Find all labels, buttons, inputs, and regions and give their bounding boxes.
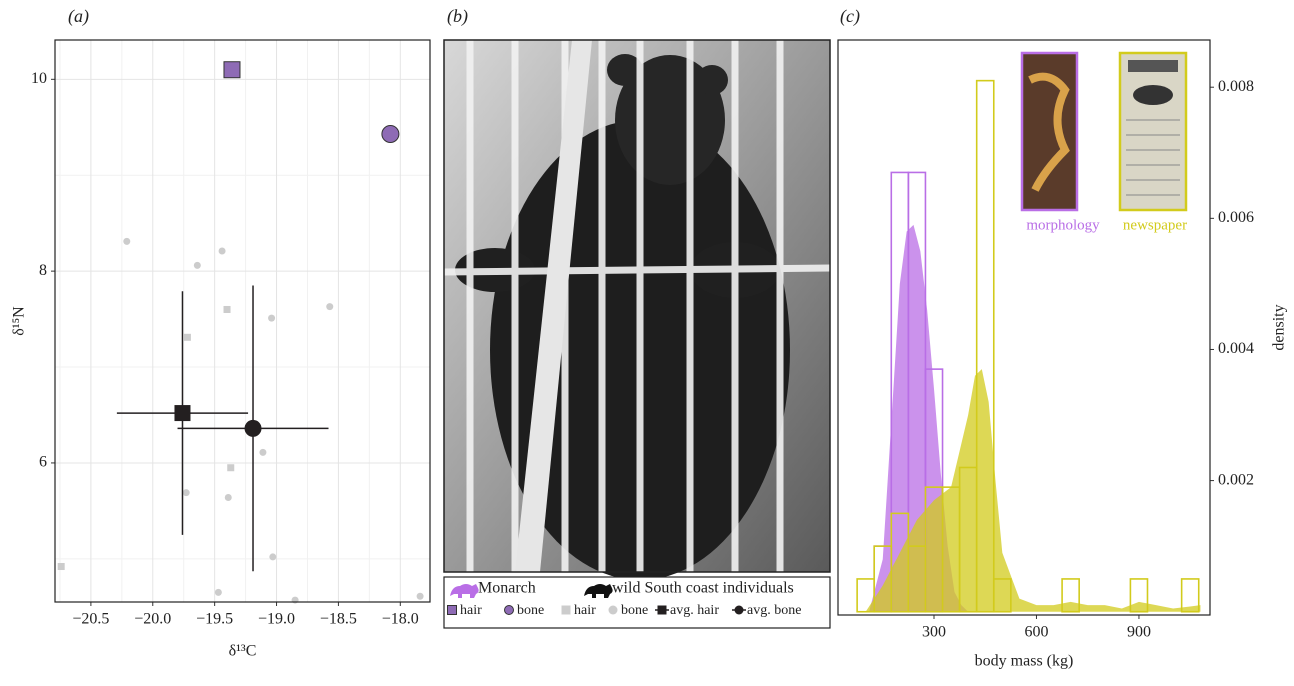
- legend-swatch: [561, 605, 571, 615]
- marker: [269, 553, 277, 561]
- marker: [326, 303, 334, 311]
- marker: [57, 563, 65, 571]
- x-tick-label: 600: [1024, 624, 1048, 641]
- marker: [218, 247, 226, 255]
- legend-label: hair: [574, 603, 596, 618]
- y-axis-label: density: [1271, 304, 1288, 350]
- legend-group-title: wild South coast individuals: [612, 580, 794, 597]
- marker: [224, 493, 232, 501]
- marker: [193, 261, 201, 269]
- legend-label: bone: [517, 603, 544, 618]
- x-tick-label: 900: [1127, 624, 1151, 641]
- legend-label: newspaper: [1123, 217, 1187, 233]
- x-axis-label: δ¹³C: [229, 643, 257, 660]
- x-tick-label: −20.0: [134, 611, 171, 628]
- histogram-bar: [975, 79, 995, 613]
- x-axis-label: body mass (kg): [975, 653, 1074, 670]
- x-tick-label: −19.5: [196, 611, 233, 628]
- legend-group-title: Monarch: [478, 580, 536, 597]
- marker: [214, 588, 222, 596]
- marker: [244, 419, 262, 437]
- plot-frame: [54, 39, 431, 603]
- legend-swatch: [608, 605, 618, 615]
- marker: [174, 405, 191, 422]
- legend-label: avg. bone: [747, 603, 801, 618]
- photo: [443, 39, 831, 580]
- histogram-bar: [1180, 578, 1200, 613]
- legend-label: avg. hair: [670, 603, 719, 618]
- x-tick-label: −18.0: [382, 611, 419, 628]
- marker: [259, 448, 267, 456]
- marker: [227, 464, 235, 472]
- legend-icons: [450, 584, 613, 598]
- legend-box: [443, 576, 831, 629]
- y-tick-label: 0.004: [1218, 340, 1254, 357]
- x-tick-label: −19.0: [258, 611, 295, 628]
- panel-label: (c): [840, 6, 860, 27]
- marker: [416, 592, 424, 600]
- legend-swatch: [504, 605, 514, 615]
- y-tick-label: 6: [39, 454, 47, 471]
- panel-label: (b): [447, 6, 468, 27]
- legend-swatch: [447, 605, 457, 615]
- legend-label: bone: [621, 603, 648, 618]
- plot-background: [55, 40, 430, 602]
- legend-label: morphology: [1026, 217, 1100, 233]
- y-tick-label: 10: [31, 70, 47, 87]
- marker: [223, 61, 241, 79]
- legend-swatch: [657, 605, 667, 615]
- inset-images: [1020, 51, 1188, 212]
- legend-label: hair: [460, 603, 482, 618]
- marker: [182, 489, 190, 497]
- density-area: [865, 369, 1201, 612]
- plot-frame: [837, 39, 1211, 616]
- marker: [223, 305, 231, 313]
- marker: [381, 124, 400, 143]
- x-tick-label: −18.5: [320, 611, 357, 628]
- x-tick-label: −20.5: [72, 611, 109, 628]
- histogram-bar: [1129, 578, 1149, 613]
- x-tick-label: 300: [922, 624, 946, 641]
- histogram-bar: [1061, 578, 1080, 613]
- marker: [123, 237, 131, 245]
- marker: [183, 333, 191, 341]
- marker: [268, 314, 276, 322]
- histogram-bar: [992, 578, 1012, 613]
- y-tick-label: 8: [39, 262, 47, 279]
- y-axis-label: δ¹⁵N: [11, 306, 28, 336]
- y-tick-label: 0.006: [1218, 209, 1254, 226]
- y-tick-label: 0.002: [1218, 471, 1254, 488]
- y-tick-label: 0.008: [1218, 78, 1254, 95]
- legend-swatch: [734, 605, 744, 615]
- panel-label: (a): [68, 6, 89, 27]
